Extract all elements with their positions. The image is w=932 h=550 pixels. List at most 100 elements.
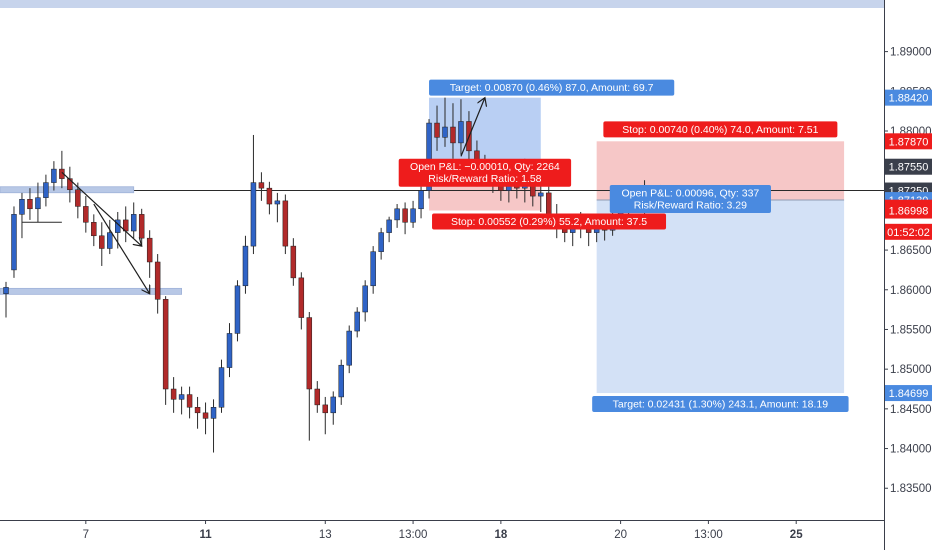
candle-33-body (266, 187, 273, 205)
candle-18 (146, 230, 153, 278)
trend-arrow-1[interactable] (93, 203, 150, 294)
candle-31-body (250, 182, 257, 247)
x-tick-label-2: 13 (319, 529, 332, 541)
candle-49-body (394, 208, 400, 221)
candle-1 (11, 206, 17, 278)
position-1-stop-label-text-0: Stop: 0.00740 (0.40%) 74.0, Amount: 7.51 (622, 124, 818, 136)
x-tick-label-5: 20 (614, 529, 627, 541)
price-tag-1-bg (885, 133, 932, 150)
candle-3 (27, 188, 33, 220)
position-1-target-zone[interactable] (596, 200, 845, 394)
candle-39-body (314, 388, 321, 406)
time-axis[interactable]: 7 11 13 13:00 18 20 13:00 25 (83, 520, 804, 541)
candle-57 (458, 99, 464, 155)
candle-39 (314, 381, 321, 413)
candle-8 (67, 166, 73, 203)
candle-43-body (346, 330, 352, 366)
candle-45-body (362, 285, 368, 313)
candle-24-body (194, 407, 201, 414)
candle-5 (43, 174, 49, 207)
candle-55-body (442, 126, 448, 138)
x-tick-label-6: 13:00 (694, 529, 723, 541)
candle-50-body (402, 208, 408, 223)
position-1-target-label: Target: 0.02431 (1.30%) 243.1, Amount: 1… (592, 396, 849, 413)
position-0-stop-label-text-0: Stop: 0.00552 (0.29%) 55.2, Amount: 37.5 (451, 216, 647, 228)
position-0-target-label: Target: 0.00870 (0.46%) 87.0, Amount: 69… (429, 79, 675, 96)
candle-30-body (242, 245, 249, 287)
candle-22 (178, 386, 185, 415)
x-tick-label-4: 18 (494, 529, 507, 541)
price-tag-8-label: 1.84699 (889, 388, 929, 400)
price-tag-2-bg (885, 158, 932, 175)
candle-27 (218, 359, 225, 413)
price-tag-6-bg (885, 223, 932, 240)
candle-4 (35, 182, 41, 223)
candle-50 (402, 202, 408, 235)
candle-1-body (11, 214, 17, 271)
level-band-2[interactable] (0, 287, 183, 295)
price-tag-1: 1.87870 (885, 133, 932, 150)
candle-35-body (282, 200, 289, 247)
y-tick-label-10: 1.84000 (890, 444, 932, 456)
level-band-1[interactable] (0, 186, 135, 194)
candle-10 (83, 196, 89, 233)
candle-19-body (154, 261, 161, 300)
position-1-pnl-label-text-1: Risk/Reward Ratio: 3.29 (634, 200, 747, 212)
candle-23 (186, 386, 193, 419)
y-tick-label-7: 1.85500 (890, 324, 932, 336)
candle-10-body (83, 206, 89, 223)
candle-21 (170, 377, 177, 413)
x-tick-label-3: 13:00 (399, 529, 428, 541)
position-1-target-label-text-0: Target: 0.02431 (1.30%) 243.1, Amount: 1… (613, 399, 829, 411)
candle-25 (202, 402, 209, 435)
price-tag-1-label: 1.87870 (889, 136, 929, 148)
price-tag-7-bg (885, 202, 932, 219)
candle-48-body (386, 219, 392, 233)
candle-56 (450, 103, 456, 159)
candle-0-body (3, 287, 9, 294)
trend-arrow-0[interactable] (61, 171, 142, 246)
candle-2 (19, 192, 25, 239)
candle-25-body (202, 412, 209, 419)
candle-56-body (450, 126, 456, 144)
candle-55 (442, 97, 448, 147)
price-tags: 1.884201.878701.875501.872501.871301.870… (885, 89, 932, 402)
candle-21-body (170, 388, 177, 400)
candle-40-body (322, 404, 328, 414)
candle-18-body (146, 237, 153, 263)
price-tag-2: 1.87550 (885, 158, 932, 175)
candle-34-body (274, 200, 281, 205)
candle-16 (130, 202, 137, 239)
candle-12 (99, 222, 105, 266)
candle-46 (370, 246, 376, 294)
candle-68-body (546, 192, 552, 215)
position-0-pnl-label-text-1: Risk/Reward Ratio: 1.58 (428, 173, 541, 185)
price-tag-8-bg (885, 385, 932, 402)
candle-46-body (370, 251, 376, 287)
price-tag-0-label: 1.88420 (889, 93, 929, 105)
position-0-pnl-label-bg (398, 158, 572, 187)
candle-0 (3, 281, 9, 318)
y-tick-label-11: 1.83500 (890, 483, 932, 495)
candle-23-body (186, 394, 193, 408)
position-0-target-label-bg (429, 79, 675, 96)
candle-41 (330, 391, 336, 425)
y-tick-label-8: 1.85000 (890, 364, 932, 376)
price-tag-7-label: 1.86998 (889, 206, 929, 218)
candle-31 (250, 134, 257, 255)
candle-6-body (51, 168, 57, 183)
candle-51 (410, 200, 416, 228)
candle-48 (386, 216, 392, 243)
candle-3-body (27, 199, 33, 210)
candle-54 (434, 105, 440, 151)
candle-38-body (306, 317, 313, 390)
trend-lines[interactable] (61, 98, 485, 294)
candle-33 (266, 181, 273, 215)
candle-20 (162, 296, 169, 405)
trend-arrow-2[interactable] (460, 98, 485, 157)
candle-34 (274, 192, 281, 223)
candle-42-body (338, 364, 344, 398)
candle-38 (306, 312, 313, 441)
